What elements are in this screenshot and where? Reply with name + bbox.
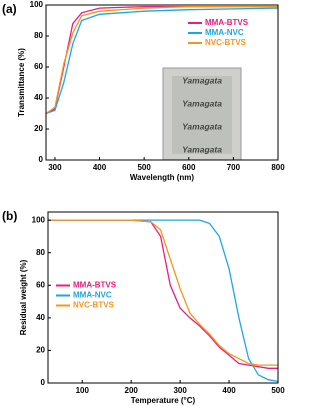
inset-label: Yamagata xyxy=(182,121,222,131)
legend-label: MMA-NVC xyxy=(205,28,244,37)
x-tick-label: 100 xyxy=(76,386,90,395)
data-line xyxy=(48,219,278,366)
y-tick-label: 40 xyxy=(34,93,43,102)
x-tick-label: 500 xyxy=(271,386,285,395)
y-tick-label: 60 xyxy=(36,280,45,289)
x-axis-label: Wavelength (nm) xyxy=(130,173,194,182)
y-tick-label: 100 xyxy=(32,215,46,224)
figure: (a) Yamagata Yamagata Yamagata Yamagata 300 40… xyxy=(2,0,285,405)
x-tick-label: 600 xyxy=(182,163,196,172)
data-line xyxy=(48,219,278,369)
x-tick-label: 400 xyxy=(93,163,107,172)
x-tick-label: 500 xyxy=(137,163,151,172)
plot-frame xyxy=(45,4,279,161)
y-axis-label: Transmittance (%) xyxy=(17,48,26,117)
inset-label: Yamagata xyxy=(182,144,222,154)
legend-label: MMA-BTVS xyxy=(205,18,249,27)
x-axis-label: Temperature (°C) xyxy=(131,396,196,405)
panel-label: (a) xyxy=(2,2,17,16)
y-axis-label: Residual weight (%) xyxy=(19,259,28,335)
inset-film xyxy=(172,76,232,154)
y-tick-label: 0 xyxy=(41,378,46,387)
y-tick-label: 80 xyxy=(34,31,43,40)
legend-label: MMA-BTVS xyxy=(73,281,117,290)
x-tick-label: 300 xyxy=(48,163,62,172)
y-tick-label: 80 xyxy=(36,248,45,257)
panel-label: (b) xyxy=(2,209,17,223)
inset-label: Yamagata xyxy=(182,75,222,85)
x-tick-label: 700 xyxy=(227,163,241,172)
y-tick-label: 60 xyxy=(34,62,43,71)
inset-label: Yamagata xyxy=(182,98,222,108)
x-tick-label: 400 xyxy=(222,386,236,395)
y-tick-label: 0 xyxy=(39,155,44,164)
y-tick-label: 20 xyxy=(36,346,45,355)
y-tick-label: 20 xyxy=(34,124,43,133)
y-tick-label: 100 xyxy=(30,0,44,9)
x-tick-label: 200 xyxy=(125,386,139,395)
legend-label: NVC-BTVS xyxy=(73,301,115,310)
x-tick-label: 800 xyxy=(271,163,285,172)
legend-label: MMA-NVC xyxy=(73,291,112,300)
x-tick-label: 300 xyxy=(173,386,187,395)
data-line xyxy=(45,7,279,115)
y-tick-label: 40 xyxy=(36,313,45,322)
data-line xyxy=(45,5,278,115)
legend-label: NVC-BTVS xyxy=(205,38,247,47)
plot-frame xyxy=(47,211,279,384)
